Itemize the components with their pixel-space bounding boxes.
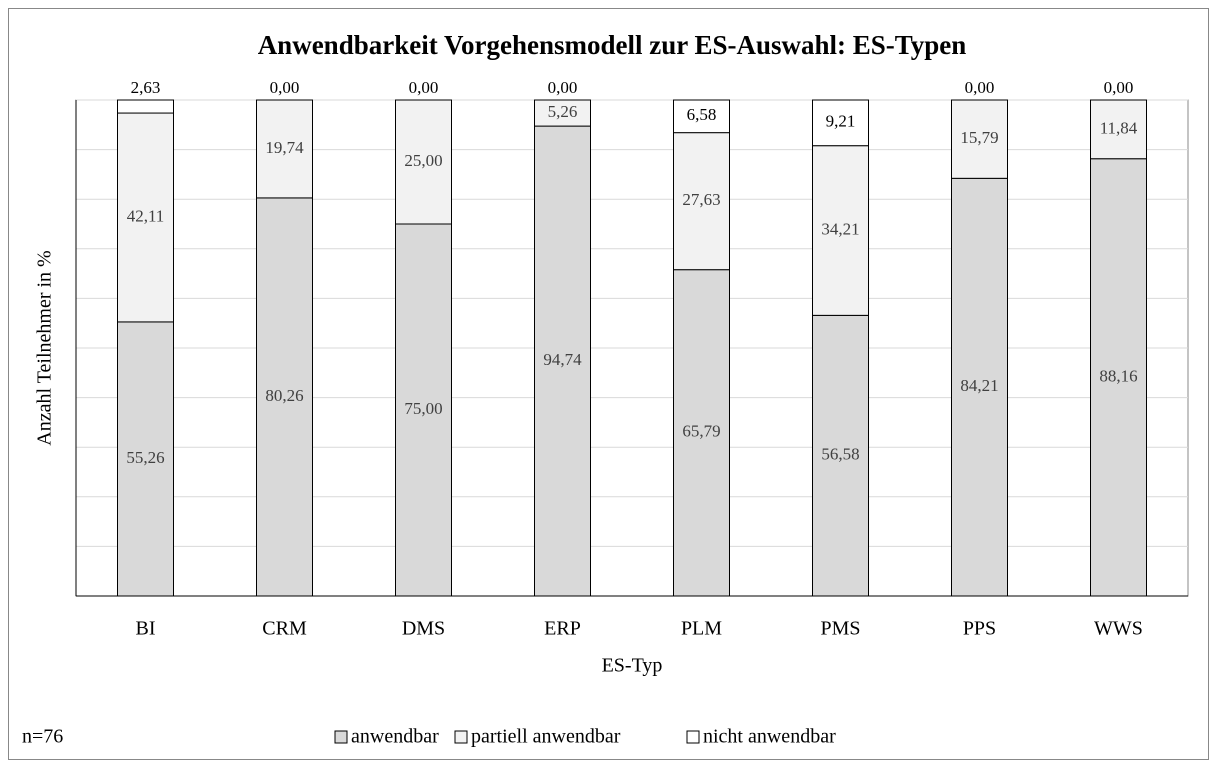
bar-segment bbox=[117, 321, 174, 597]
value-label: 25,00 bbox=[404, 151, 442, 170]
legend-label: nicht anwendbar bbox=[703, 726, 836, 748]
value-label: 0,00 bbox=[965, 78, 995, 97]
value-label: 2,63 bbox=[131, 78, 161, 97]
value-label: 55,26 bbox=[126, 448, 164, 467]
value-label: 0,00 bbox=[409, 78, 439, 97]
value-label: 9,21 bbox=[826, 112, 856, 131]
bar-segment bbox=[673, 132, 730, 271]
value-label: 6,58 bbox=[687, 105, 717, 124]
bar-segment bbox=[256, 197, 313, 597]
value-label: 0,00 bbox=[1104, 78, 1134, 97]
value-label: 80,26 bbox=[265, 386, 303, 405]
bar-segment bbox=[951, 177, 1008, 597]
value-label: 34,21 bbox=[821, 219, 859, 238]
bar-segment bbox=[117, 112, 174, 323]
value-label: 88,16 bbox=[1099, 366, 1137, 385]
value-label: 75,00 bbox=[404, 399, 442, 418]
value-label: 15,79 bbox=[960, 128, 998, 147]
x-tick-label: CRM bbox=[262, 618, 307, 640]
bar-segment bbox=[534, 125, 591, 597]
y-axis-label: Anzahl Teilnehmer in % bbox=[34, 250, 56, 445]
legend-label: anwendbar bbox=[351, 726, 439, 748]
x-tick-label: PLM bbox=[681, 618, 722, 640]
legend-swatch bbox=[454, 730, 468, 744]
x-tick-label: WWS bbox=[1094, 618, 1143, 640]
bar-segment bbox=[673, 99, 730, 134]
bar-segment bbox=[534, 99, 591, 127]
value-label: 94,74 bbox=[543, 350, 582, 369]
value-label: 84,21 bbox=[960, 376, 998, 395]
bar-segment bbox=[117, 99, 174, 114]
bar-segment bbox=[812, 99, 869, 147]
x-tick-label: PMS bbox=[820, 618, 860, 640]
value-label: 11,84 bbox=[1100, 118, 1138, 137]
value-label: 65,79 bbox=[682, 422, 720, 441]
bar-segment bbox=[1090, 99, 1147, 160]
value-label: 19,74 bbox=[265, 138, 304, 157]
bar-segment bbox=[812, 145, 869, 316]
x-tick-label: PPS bbox=[963, 618, 996, 640]
x-axis-label: ES-Typ bbox=[602, 655, 663, 677]
value-label: 0,00 bbox=[270, 78, 300, 97]
bar-segment bbox=[951, 99, 1008, 179]
bar-segment bbox=[395, 99, 452, 225]
value-label: 56,58 bbox=[821, 445, 859, 464]
x-tick-label: DMS bbox=[402, 618, 445, 640]
x-tick-label: BI bbox=[136, 618, 156, 640]
bar-segment bbox=[395, 223, 452, 597]
chart-title: Anwendbarkeit Vorgehensmodell zur ES-Aus… bbox=[258, 30, 967, 60]
value-label: 5,26 bbox=[548, 102, 578, 121]
legend-label: partiell anwendbar bbox=[471, 726, 621, 748]
value-label: 0,00 bbox=[548, 78, 578, 97]
x-tick-label: ERP bbox=[544, 618, 581, 640]
bar-segment bbox=[256, 99, 313, 199]
value-label: 27,63 bbox=[682, 190, 720, 209]
bar-segment bbox=[812, 314, 869, 597]
legend-swatch bbox=[686, 730, 700, 744]
note: n=76 bbox=[22, 726, 63, 748]
legend-swatch bbox=[334, 730, 348, 744]
value-label: 42,11 bbox=[127, 206, 165, 225]
